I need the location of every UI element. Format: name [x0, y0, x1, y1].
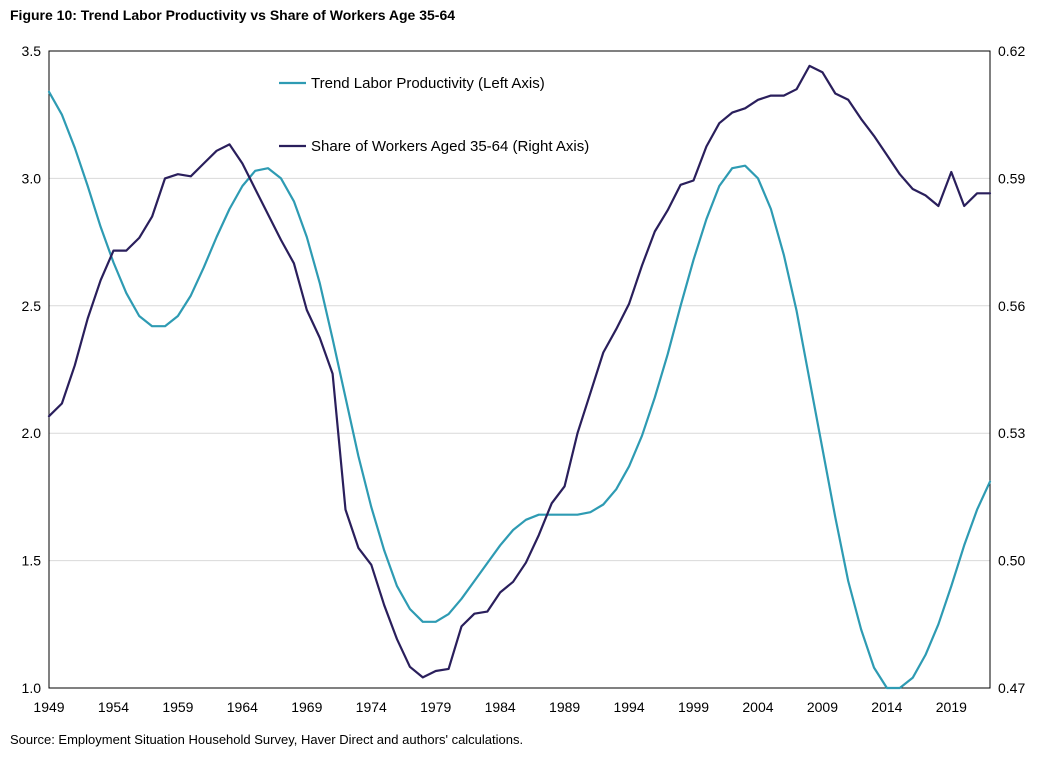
x-tick-label: 2004	[742, 699, 773, 715]
right-tick-label: 0.53	[998, 425, 1025, 441]
plot-frame	[48, 50, 991, 689]
left-tick-label: 1.5	[22, 553, 42, 569]
left-tick-label: 2.5	[22, 298, 42, 314]
x-tick-label: 1999	[678, 699, 709, 715]
left-tick-label: 2.0	[22, 425, 42, 441]
x-tick-label: 1979	[420, 699, 451, 715]
left-tick-label: 3.0	[22, 170, 42, 186]
x-tick-label: 1969	[291, 699, 322, 715]
left-tick-label: 1.0	[22, 680, 42, 696]
left-tick-label: 3.5	[22, 43, 42, 59]
right-tick-label: 0.62	[998, 43, 1025, 59]
right-tick-label: 0.56	[998, 298, 1025, 314]
x-tick-label: 2014	[871, 699, 902, 715]
source-note: Source: Employment Situation Household S…	[10, 732, 524, 747]
right-tick-label: 0.47	[998, 680, 1025, 696]
series-layer	[47, 64, 992, 690]
series-line-share	[47, 64, 992, 679]
right-tick-label: 0.59	[998, 170, 1025, 186]
x-tick-label: 1949	[33, 699, 64, 715]
legend: Trend Labor Productivity (Left Axis) Shar…	[279, 75, 589, 155]
right-tick-label: 0.50	[998, 553, 1025, 569]
x-tick-label: 2019	[936, 699, 967, 715]
x-tick-label: 1954	[98, 699, 129, 715]
legend-label: Share of Workers Aged 35-64 (Right Axis)	[311, 138, 589, 155]
x-axis-ticks: 1949 1954 1959 1964 1969 1974 1979 1984 1989 1994…	[33, 699, 967, 715]
legend-label: Trend Labor Productivity (Left Axis)	[311, 75, 545, 92]
x-tick-label: 1974	[356, 699, 387, 715]
gridlines	[49, 177, 990, 562]
x-tick-label: 1989	[549, 699, 580, 715]
x-tick-label: 1964	[227, 699, 258, 715]
x-tick-label: 2009	[807, 699, 838, 715]
x-tick-label: 1959	[162, 699, 193, 715]
chart-title: Figure 10: Trend Labor Productivity vs S…	[10, 7, 456, 23]
left-axis-ticks: 3.5 3.0 2.5 2.0 1.5 1.0	[22, 43, 42, 696]
x-tick-label: 1994	[613, 699, 644, 715]
x-tick-label: 1984	[485, 699, 516, 715]
series-line-productivity	[47, 90, 992, 690]
right-axis-ticks: 0.62 0.59 0.56 0.53 0.50 0.47	[998, 43, 1025, 696]
chart-svg: 3.53.02.52.01.51.0 0.620.590.560.530.500…	[22, 43, 1026, 715]
